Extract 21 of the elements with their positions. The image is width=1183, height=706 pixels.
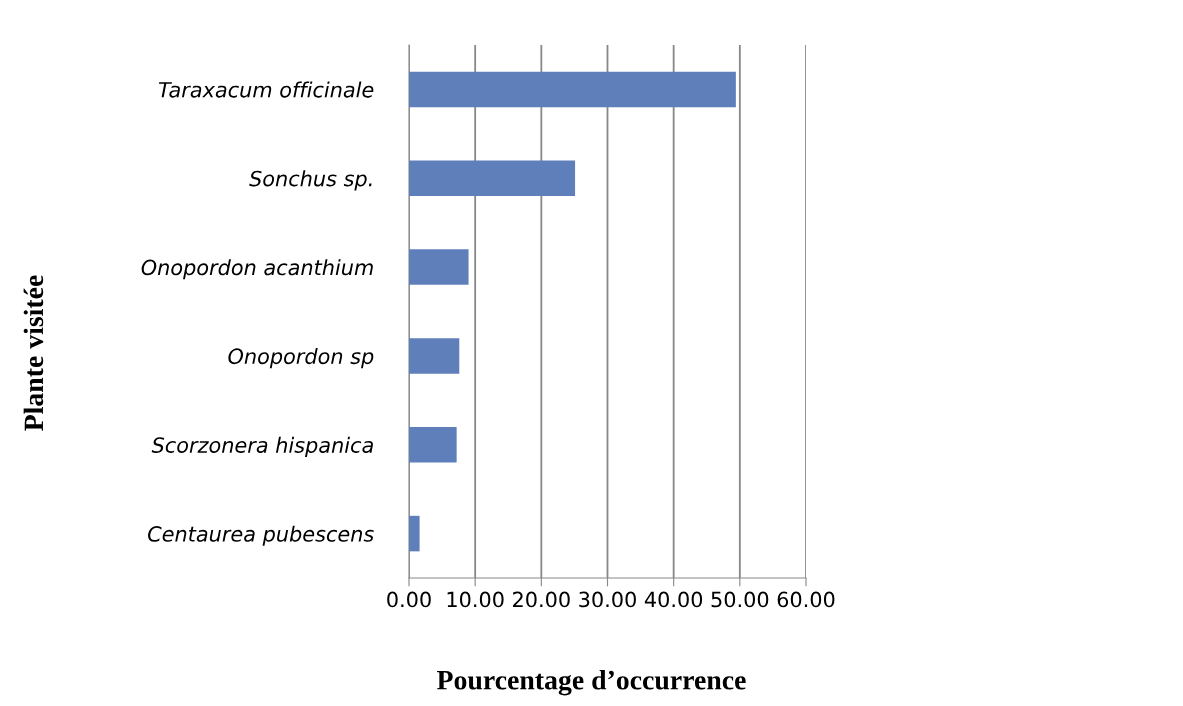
y-tick-label: Scorzonera hispanica [151, 436, 373, 457]
x-tick-label: 50.00 [711, 591, 769, 608]
bar [409, 515, 420, 552]
y-tick-label: Onopordon sp [228, 348, 374, 369]
bar [409, 426, 457, 463]
y-tick-label: Taraxacum officinale [158, 81, 374, 98]
y-tick-label: Onopordon acanthium [141, 259, 373, 280]
y-axis-title: Plante visitée [23, 275, 44, 431]
x-tick-label: 60.00 [777, 591, 835, 608]
x-tick-label: 30.00 [579, 591, 636, 608]
x-tick-label: 0.00 [387, 591, 431, 608]
x-axis-title: Pourcentage d’occurrence [437, 670, 746, 696]
bar [409, 160, 576, 197]
x-tick-label: 20.00 [513, 591, 570, 608]
y-tick-label: Sonchus sp. [249, 170, 372, 191]
x-tick-label: 10.00 [447, 591, 504, 608]
y-tick-label: Centaurea pubescens [148, 525, 374, 546]
bar [409, 338, 460, 374]
bar [409, 71, 736, 108]
bar [409, 249, 469, 285]
x-tick-label: 40.00 [644, 591, 703, 608]
